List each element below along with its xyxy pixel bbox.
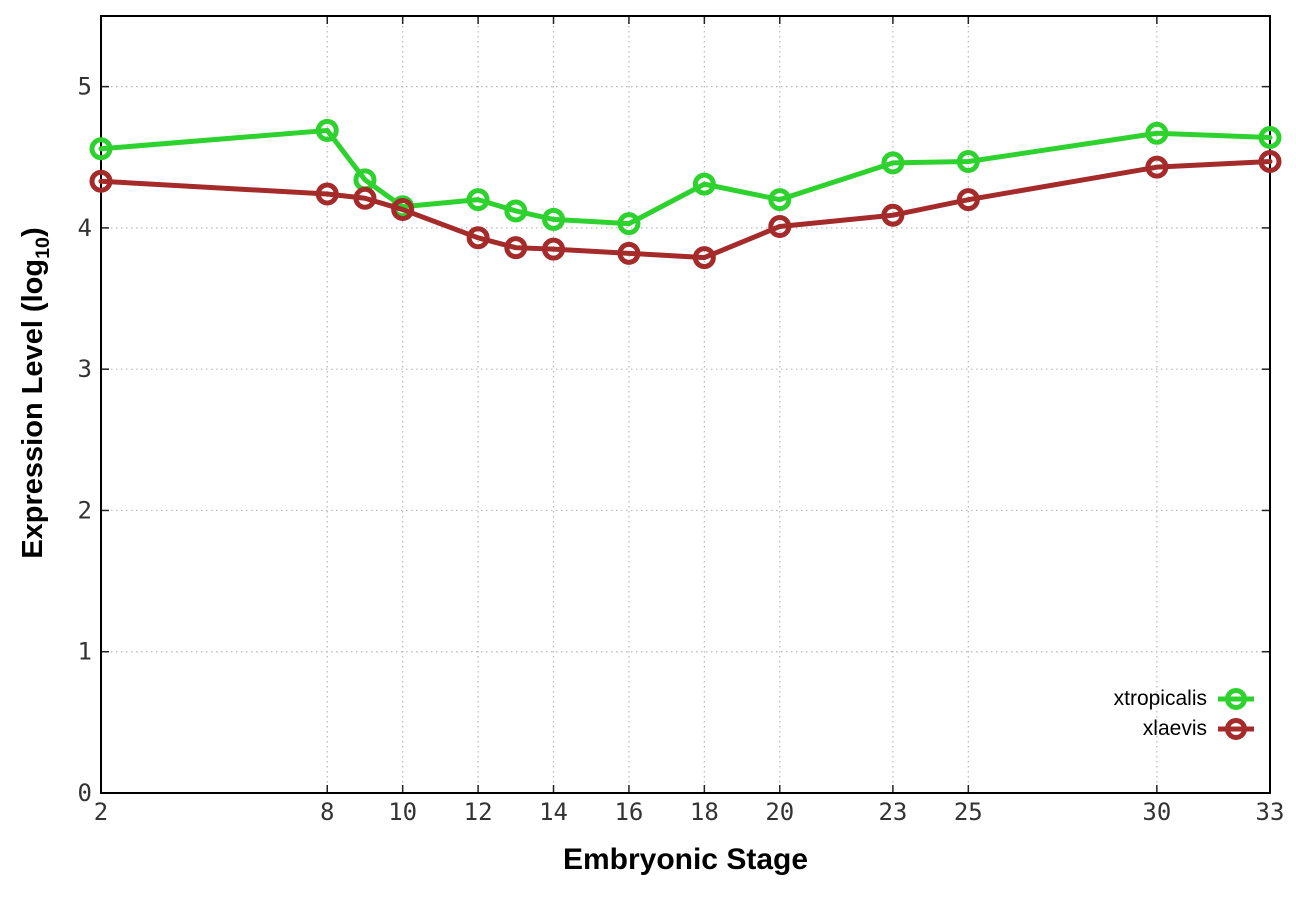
data-point-xtropicalis [617, 212, 641, 236]
legend-label-xtropicalis: xtropicalis [1113, 687, 1207, 710]
x-tick-label: 30 [1142, 798, 1171, 826]
legend-marker-xtropicalis [1217, 686, 1255, 712]
data-point-xlaevis [391, 198, 415, 222]
data-point-xlaevis [353, 186, 377, 210]
data-point-xlaevis [1145, 155, 1169, 179]
x-tick-label: 16 [614, 798, 643, 826]
data-point-xlaevis [617, 241, 641, 265]
legend-sample-icon [1218, 718, 1254, 740]
series-line-xlaevis [98, 159, 1273, 261]
legend-marker-xlaevis [1217, 716, 1255, 742]
y-tick-label: 1 [78, 638, 92, 666]
data-point-xlaevis [315, 182, 339, 206]
legend-sample-icon [1218, 688, 1254, 710]
plot-border [100, 15, 1271, 794]
data-point-xlaevis [881, 203, 905, 227]
y-axis-title-text: Expression Level (log [17, 258, 50, 559]
y-axis-title: Expression Level (log10) [17, 227, 55, 558]
y-tick-label: 2 [78, 496, 92, 524]
x-tick-label: 33 [1256, 798, 1285, 826]
y-tick-label: 0 [78, 779, 92, 807]
data-point-xlaevis [504, 236, 528, 260]
x-tick-label: 20 [765, 798, 794, 826]
y-tick-label: 4 [78, 214, 92, 242]
y-tick-label: 5 [78, 73, 92, 101]
data-point-xtropicalis [315, 118, 339, 142]
data-point-xlaevis [542, 237, 566, 261]
legend-item-xlaevis: xlaevis [1114, 714, 1255, 744]
legend-label-xlaevis: xlaevis [1142, 717, 1207, 740]
data-point-xtropicalis [1258, 125, 1282, 149]
data-point-xtropicalis [956, 150, 980, 174]
legend-circle-icon [1225, 718, 1247, 740]
data-point-xlaevis [89, 169, 113, 193]
x-tick-label: 8 [320, 798, 334, 826]
data-point-xlaevis [1258, 150, 1282, 174]
y-axis-title-subscript: 10 [31, 236, 54, 259]
y-axis-title-suffix: ) [17, 227, 50, 237]
x-tick-label: 12 [464, 798, 493, 826]
legend-item-xtropicalis: xtropicalis [1114, 684, 1255, 714]
data-point-xtropicalis [542, 207, 566, 231]
x-axis-title: Embryonic Stage [562, 843, 809, 876]
data-point-xtropicalis [768, 188, 792, 212]
data-point-xtropicalis [466, 188, 490, 212]
x-tick-label: 23 [878, 798, 907, 826]
legend-circle-icon [1225, 688, 1247, 710]
data-point-xlaevis [692, 246, 716, 270]
x-tick-label: 14 [539, 798, 568, 826]
x-tick-label: 25 [954, 798, 983, 826]
y-tick-label: 3 [78, 355, 92, 383]
data-point-xtropicalis [692, 172, 716, 196]
data-point-xtropicalis [881, 151, 905, 175]
x-tick-label: 2 [94, 798, 108, 826]
x-tick-label: 10 [388, 798, 417, 826]
data-point-xlaevis [956, 188, 980, 212]
data-point-xtropicalis [1145, 121, 1169, 145]
x-tick-label: 18 [690, 798, 719, 826]
data-point-xtropicalis [504, 199, 528, 223]
data-point-xlaevis [768, 214, 792, 238]
data-point-xtropicalis [89, 137, 113, 161]
data-point-xlaevis [466, 226, 490, 250]
legend: xtropicalis xlaevis [1114, 684, 1255, 744]
